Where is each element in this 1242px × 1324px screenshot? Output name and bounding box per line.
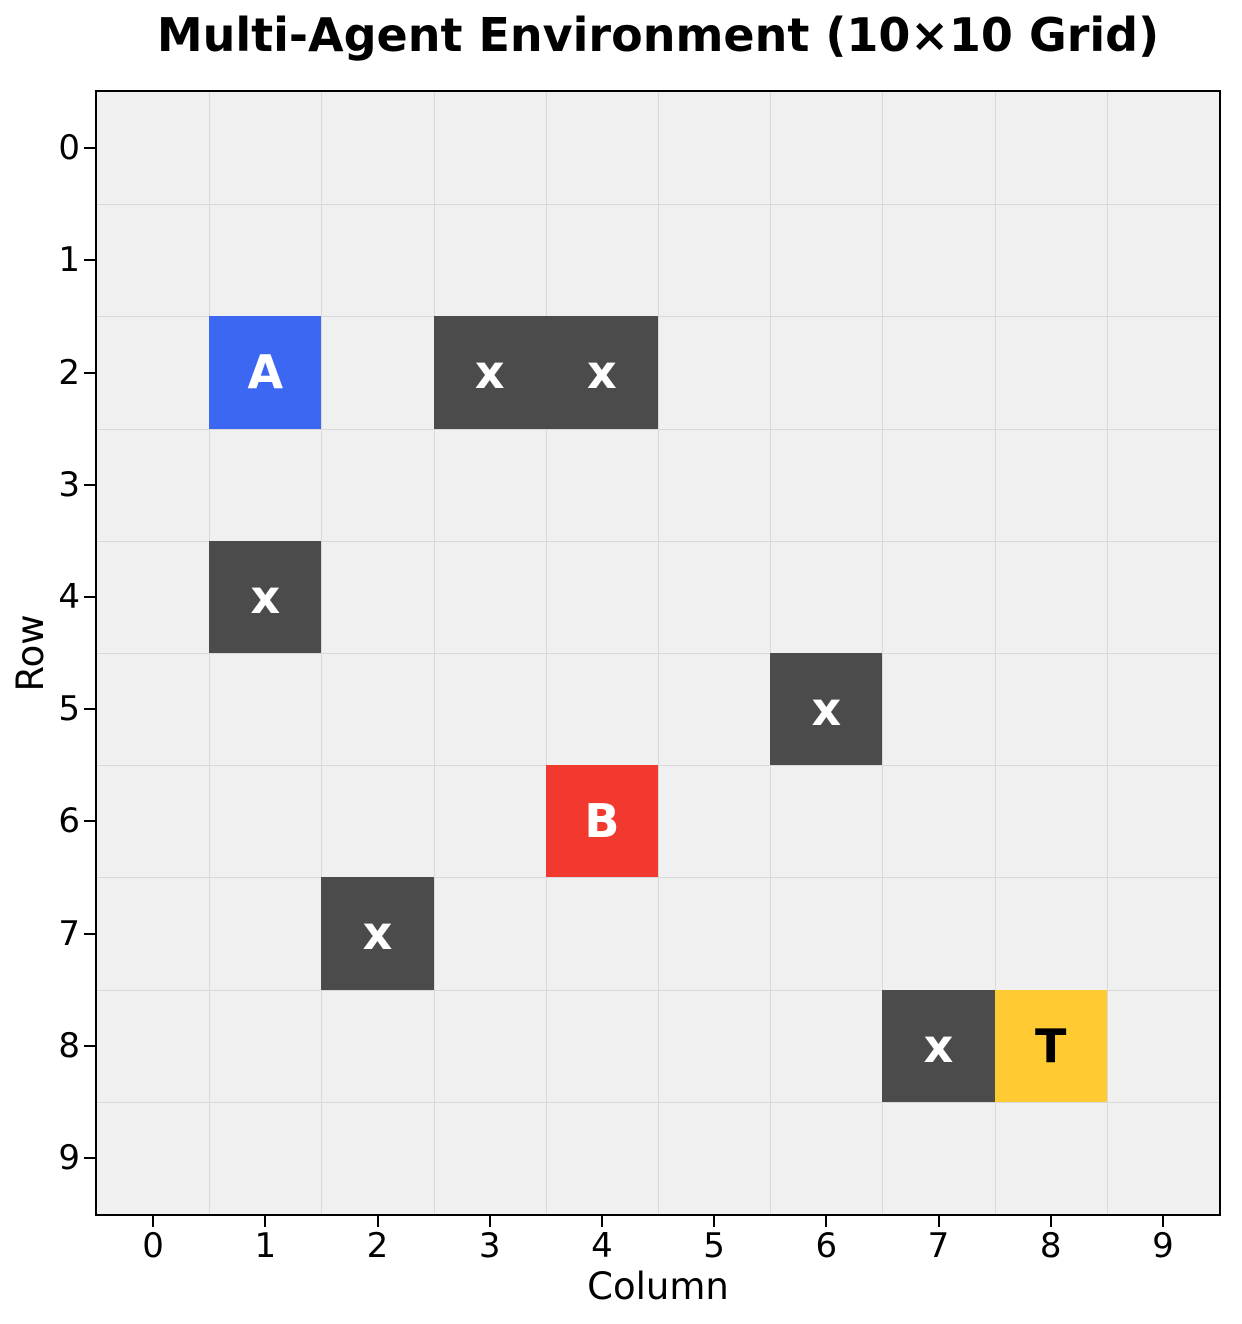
cell-label: x bbox=[474, 345, 505, 400]
cell-obstacle: x bbox=[209, 540, 322, 653]
x-tick-mark bbox=[937, 1216, 940, 1227]
x-tick-mark bbox=[825, 1216, 828, 1227]
x-tick-mark bbox=[264, 1216, 267, 1227]
x-tick-label: 7 bbox=[927, 1226, 950, 1266]
y-tick-label: 5 bbox=[58, 689, 80, 730]
chart-title: Multi-Agent Environment (10×10 Grid) bbox=[156, 8, 1160, 62]
gridline-horizontal bbox=[97, 428, 1219, 430]
y-tick-mark bbox=[84, 1044, 95, 1047]
y-tick-mark bbox=[84, 595, 95, 598]
y-tick-label: 9 bbox=[58, 1137, 80, 1178]
y-tick-label: 6 bbox=[58, 801, 80, 842]
gridline-horizontal bbox=[97, 204, 1219, 206]
gridline-horizontal bbox=[97, 540, 1219, 542]
x-tick-mark bbox=[376, 1216, 379, 1227]
cell-label: T bbox=[1034, 1018, 1067, 1073]
x-axis-label: Column bbox=[587, 1265, 729, 1308]
y-tick-mark bbox=[84, 483, 95, 486]
y-tick-label: 8 bbox=[58, 1025, 80, 1066]
cell-label: x bbox=[587, 345, 617, 400]
cell-label: A bbox=[247, 345, 284, 400]
cell-label: x bbox=[923, 1018, 954, 1073]
y-tick-label: 1 bbox=[58, 240, 80, 281]
x-tick-label: 0 bbox=[142, 1226, 164, 1266]
x-tick-label: 9 bbox=[1152, 1226, 1174, 1266]
x-tick-label: 2 bbox=[366, 1226, 389, 1266]
cell-obstacle: x bbox=[433, 316, 546, 429]
y-axis-label: Row bbox=[9, 614, 52, 692]
y-tick-label: 2 bbox=[58, 352, 80, 393]
x-tick-mark bbox=[1161, 1216, 1164, 1227]
y-tick-label: 7 bbox=[58, 913, 80, 954]
x-tick-mark bbox=[152, 1216, 155, 1227]
x-tick-label: 8 bbox=[1039, 1226, 1062, 1266]
x-tick-label: 3 bbox=[478, 1226, 501, 1266]
cell-target: T bbox=[994, 989, 1107, 1102]
cell-label: x bbox=[362, 906, 393, 961]
y-tick-label: 4 bbox=[58, 576, 80, 617]
y-tick-label: 0 bbox=[58, 128, 80, 169]
x-tick-label: 1 bbox=[254, 1226, 277, 1266]
y-tick-mark bbox=[84, 820, 95, 823]
gridline-horizontal bbox=[97, 765, 1219, 767]
y-tick-mark bbox=[84, 1156, 95, 1159]
x-tick-label: 4 bbox=[591, 1226, 613, 1266]
cell-obstacle: x bbox=[770, 653, 883, 766]
cell-obstacle: x bbox=[545, 316, 658, 429]
y-tick-mark bbox=[84, 708, 95, 711]
cell-agent-a: A bbox=[209, 316, 322, 429]
y-tick-mark bbox=[84, 259, 95, 262]
cell-obstacle: x bbox=[321, 877, 434, 990]
gridline-horizontal bbox=[97, 316, 1219, 318]
x-tick-mark bbox=[713, 1216, 716, 1227]
cell-label: x bbox=[811, 682, 842, 737]
gridline-horizontal bbox=[97, 877, 1219, 879]
cell-agent-b: B bbox=[545, 765, 658, 878]
gridline-horizontal bbox=[97, 989, 1219, 991]
x-tick-mark bbox=[600, 1216, 603, 1227]
cell-label: x bbox=[250, 569, 281, 624]
y-tick-mark bbox=[84, 147, 95, 150]
gridline-horizontal bbox=[97, 1101, 1219, 1103]
x-tick-label: 6 bbox=[815, 1226, 838, 1266]
gridline-horizontal bbox=[97, 653, 1219, 654]
x-tick-mark bbox=[1049, 1216, 1052, 1227]
y-tick-label: 3 bbox=[58, 464, 80, 505]
cell-label: B bbox=[584, 794, 620, 849]
x-tick-mark bbox=[488, 1216, 491, 1227]
x-tick-label: 5 bbox=[703, 1226, 725, 1266]
y-tick-mark bbox=[84, 932, 95, 935]
y-tick-mark bbox=[84, 371, 95, 374]
cell-obstacle: x bbox=[882, 989, 995, 1102]
